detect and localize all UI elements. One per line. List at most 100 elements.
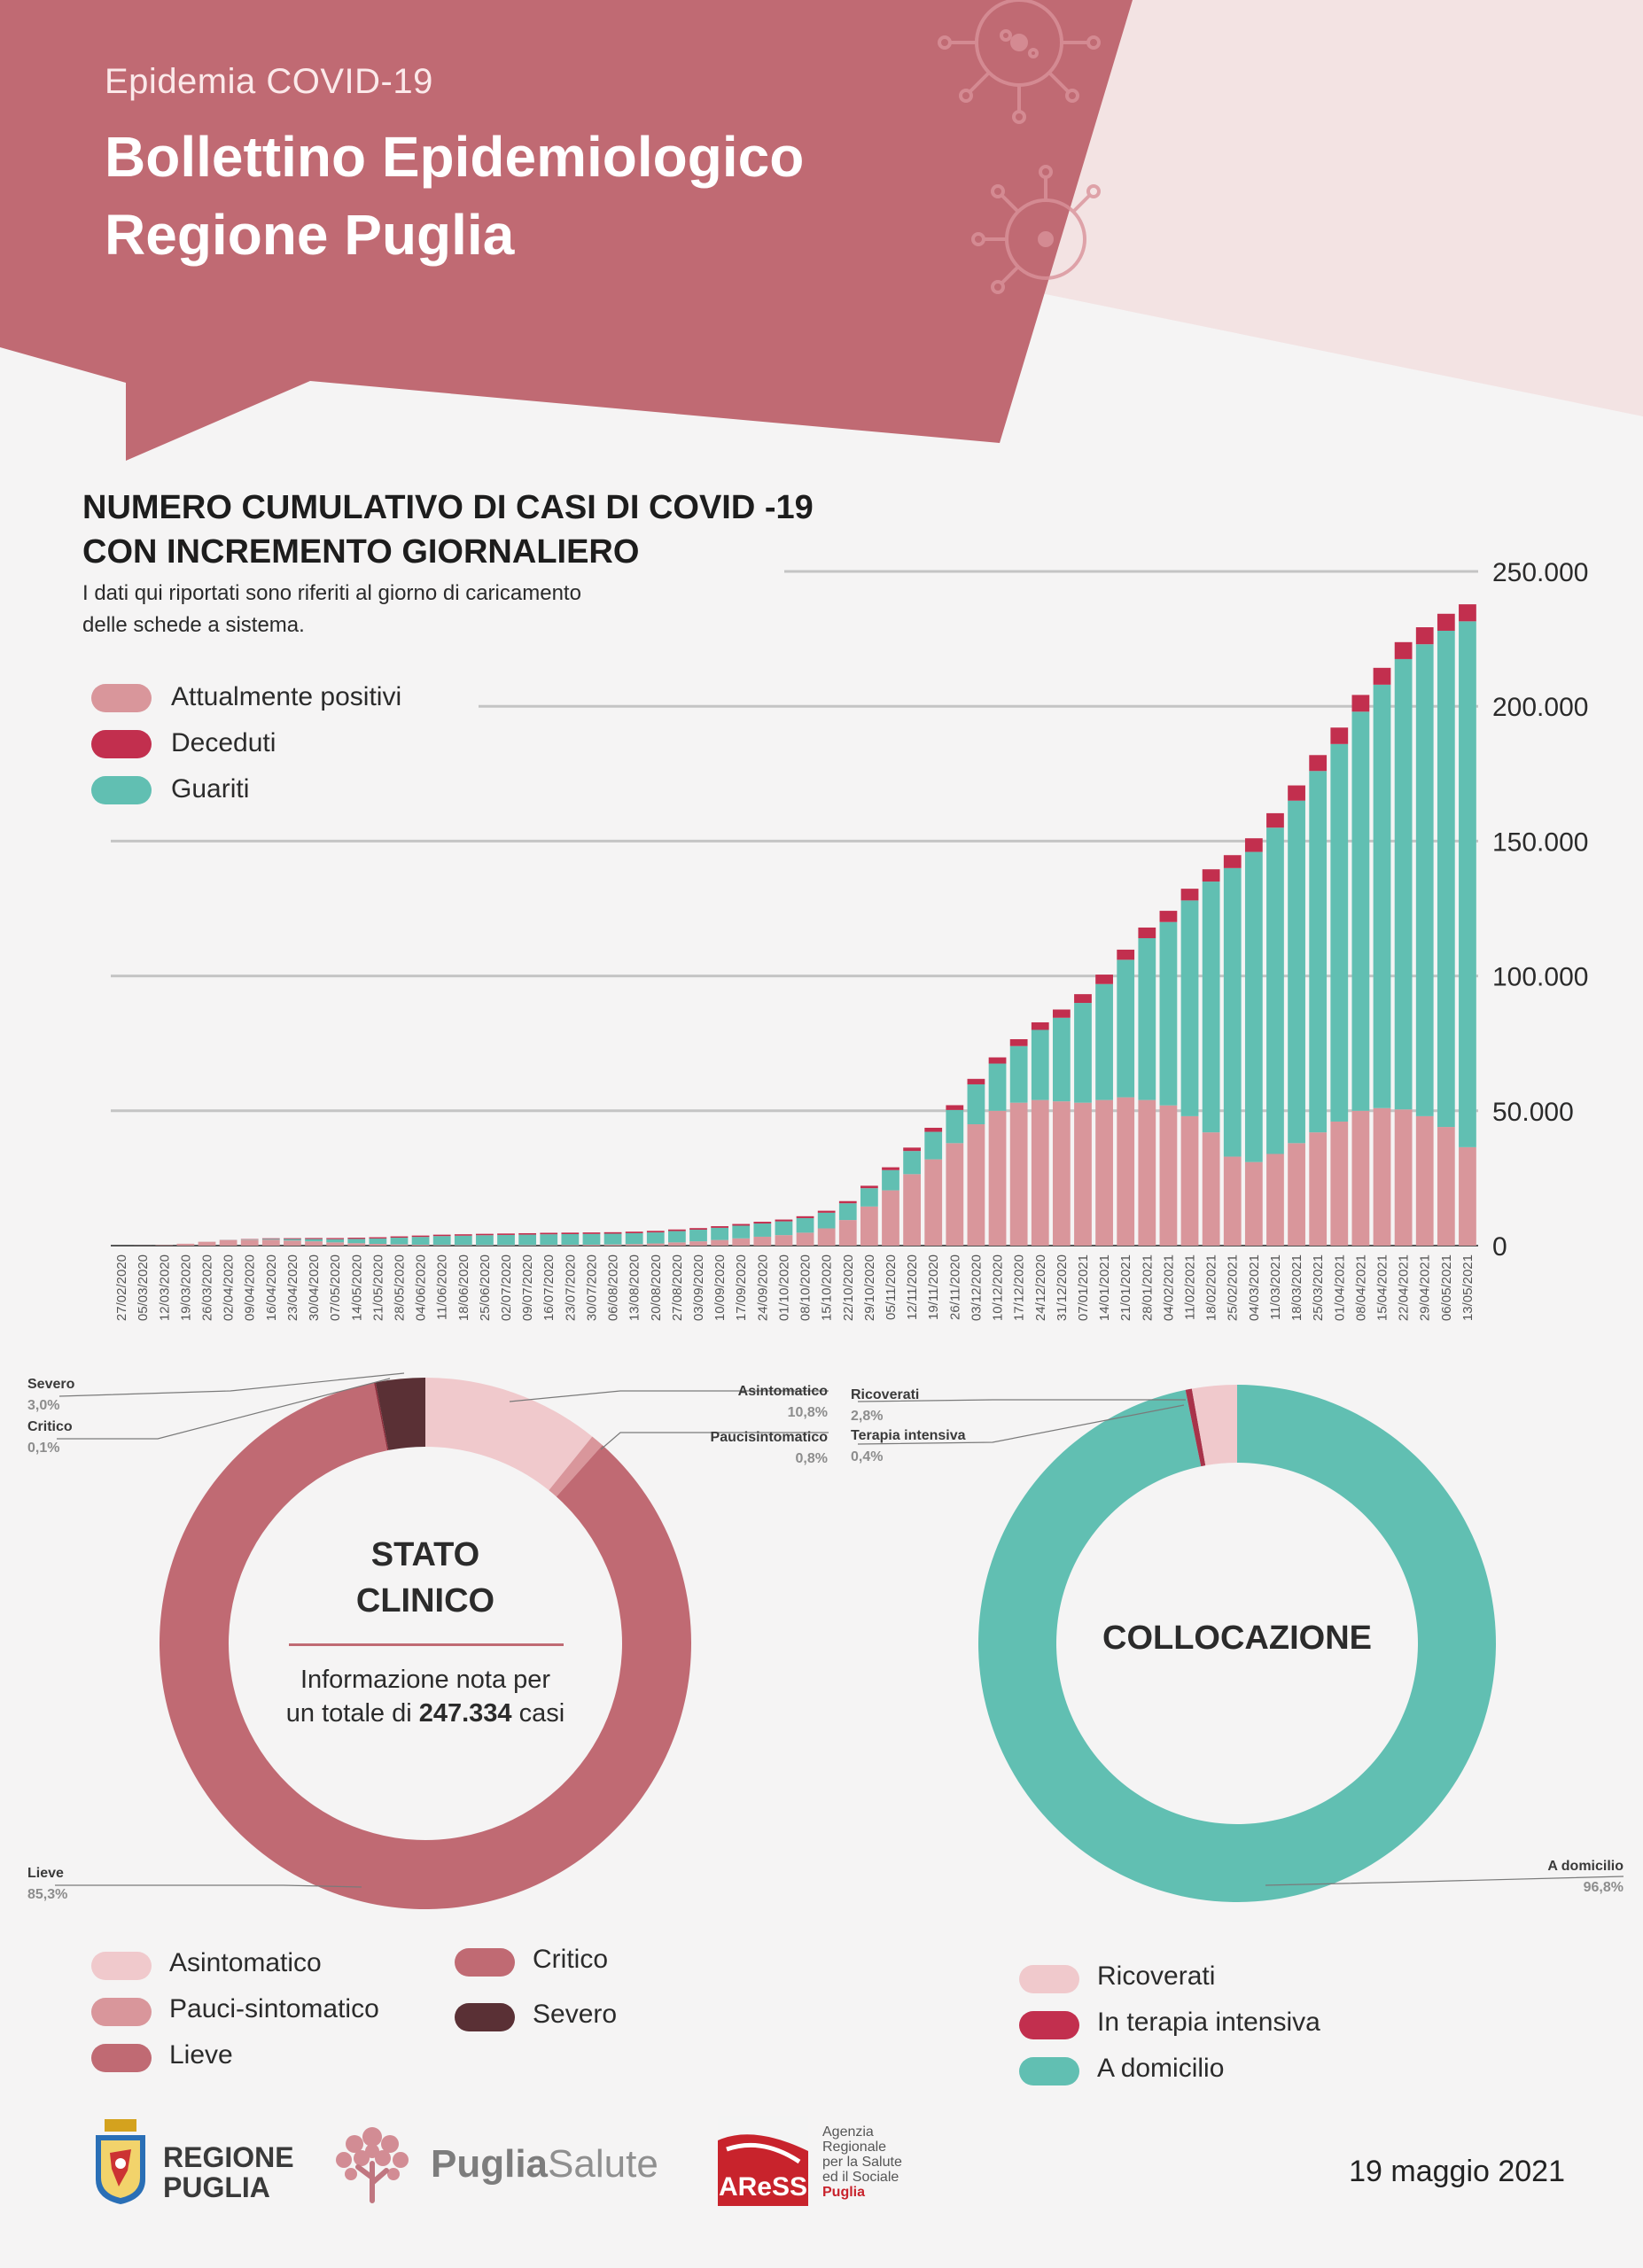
value-terapia-intensiva: 0,4% [851,1449,884,1464]
bar-positivi [988,1110,1007,1246]
bar-positivi [561,1245,580,1246]
bar-deceduti [689,1228,707,1231]
bar-positivi [411,1244,430,1246]
bar-guariti [1309,771,1328,1133]
bar-positivi [711,1239,729,1246]
bar-guariti [1074,1003,1092,1103]
bar-deceduti [924,1127,943,1132]
bar-positivi [860,1206,878,1246]
y-tick-label: 150.000 [1492,827,1588,857]
x-tick-label: 18/02/2021 [1204,1254,1219,1321]
bar-guariti [732,1225,751,1239]
x-tick-label: 11/02/2021 [1183,1254,1198,1320]
bar-deceduti [1309,755,1328,772]
placement-leader-lines [857,1399,1624,1886]
bar-guariti [753,1223,772,1237]
bar-guariti [603,1233,622,1245]
value-ricoverati: 2,8% [851,1409,884,1424]
bar-positivi [1394,1109,1413,1246]
clinical-center-divider [289,1643,564,1646]
x-tick-label: 01/04/2021 [1332,1254,1347,1321]
bar-positivi [903,1174,921,1246]
x-tick-label: 14/05/2020 [349,1254,364,1321]
aress-line4: ed il Sociale [822,2170,899,2185]
chart-legend: Attualmente positivi Deceduti Guariti [91,682,490,824]
placement-legend: Ricoverati In terapia intensiva A domici… [1019,1960,1462,2101]
label-critico: Critico [27,1419,73,1434]
value-a-domicilio: 96,8% [1583,1880,1624,1895]
legend-label-deceduti: Deceduti [171,728,276,757]
legend-label-ricoverati: Ricoverati [1097,1961,1216,1991]
bar-guariti [1095,983,1113,1100]
x-tick-label: 22/04/2021 [1397,1254,1412,1321]
x-tick-label: 06/08/2020 [606,1254,621,1321]
x-tick-label: 02/04/2020 [222,1254,237,1321]
x-tick-label: 11/06/2020 [435,1254,450,1320]
aress-line2: Regionale [822,2140,887,2155]
x-tick-label: 03/09/2020 [691,1254,706,1321]
bar-positivi [967,1124,985,1246]
bar-positivi [689,1241,707,1246]
clinical-total-post: casi [518,1699,565,1728]
bar-positivi [1288,1143,1305,1246]
bar-deceduti [476,1233,494,1236]
bar-deceduti [369,1237,387,1239]
bar-guariti [1138,937,1156,1100]
bar-guariti [1288,800,1305,1144]
x-tick-label: 26/03/2020 [199,1254,214,1321]
x-tick-label: 15/10/2020 [820,1254,835,1321]
legend-swatch-deceduti [91,730,152,758]
bar-positivi [924,1159,943,1246]
regione-logo-line1: REGIONE [163,2141,294,2173]
bar-positivi [540,1245,558,1246]
bar-guariti [561,1234,580,1246]
virus-icon [971,165,1101,294]
x-tick-label: 04/03/2021 [1247,1254,1262,1321]
legend-swatch-asintomatico [91,1952,152,1980]
bar-guariti [326,1239,345,1243]
bar-deceduti [1459,604,1476,622]
x-tick-label: 30/04/2020 [307,1254,322,1321]
bar-deceduti [882,1167,899,1170]
bar-deceduti [432,1234,451,1237]
bar-deceduti [1052,1009,1071,1018]
label-ricoverati: Ricoverati [851,1387,920,1402]
bar-guariti [1373,684,1391,1108]
bar-guariti [946,1109,964,1144]
donut-segment-ricoverati [1191,1385,1237,1466]
y-tick-label: 250.000 [1492,558,1588,587]
bar-positivi [1244,1161,1263,1246]
legend-swatch-lieve [91,2044,152,2072]
bar-deceduti [582,1232,601,1234]
x-tick-label: 13/05/2021 [1460,1254,1476,1321]
bar-guariti [625,1232,643,1245]
donut-segment-terapia-intensiva [1185,1388,1206,1467]
bar-guariti [390,1238,409,1245]
x-tick-label: 19/11/2020 [926,1254,941,1320]
bar-deceduti [603,1231,622,1234]
bar-positivi [1052,1101,1071,1246]
bar-deceduti [753,1222,772,1224]
puglia-salute-tree-logo [336,2127,409,2203]
x-tick-label: 09/04/2020 [243,1254,258,1321]
bar-deceduti [988,1057,1007,1064]
x-tick-label: 01/10/2020 [776,1254,791,1321]
bar-guariti [967,1084,985,1125]
bar-positivi [176,1243,195,1246]
donut-segment-severo [375,1378,425,1450]
x-tick-label: 26/11/2020 [947,1254,962,1320]
legend-swatch-terapia-intensiva [1019,2011,1079,2039]
bar-deceduti [454,1234,472,1236]
bar-deceduti [625,1231,643,1233]
bar-guariti [668,1231,686,1243]
bar-positivi [1138,1099,1156,1246]
clinical-legend: Asintomatico Pauci-sintomatico Lieve Cri… [91,1945,667,2086]
bar-guariti [838,1203,857,1221]
bar-positivi [775,1235,793,1246]
x-tick-label: 27/02/2020 [114,1254,129,1321]
bar-guariti [646,1232,665,1244]
bar-deceduti [1031,1021,1049,1030]
label-severo: Severo [27,1377,75,1392]
bar-positivi [305,1241,323,1246]
bar-positivi [1074,1102,1092,1246]
